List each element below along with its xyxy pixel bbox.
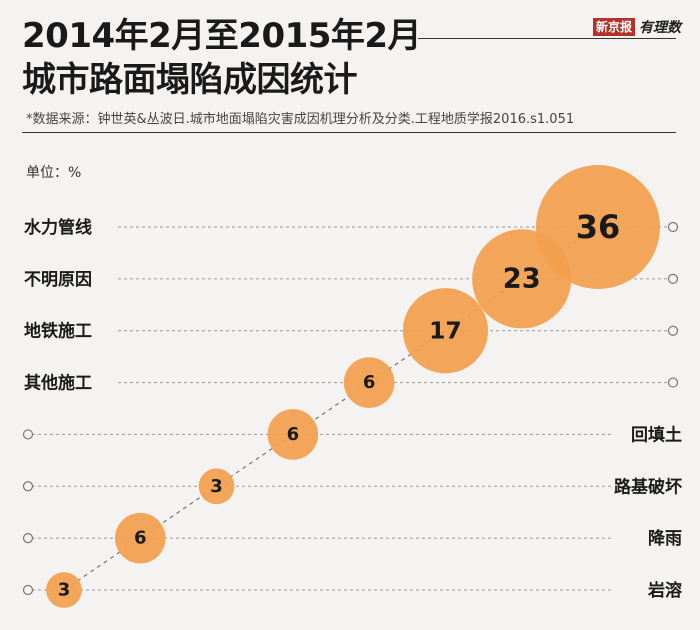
- category-label: 路基破坏: [614, 476, 682, 497]
- value-label: 6: [134, 528, 147, 549]
- category-label: 地铁施工: [24, 321, 92, 342]
- guide-end-circle: [24, 534, 33, 543]
- guide-end-circle: [669, 274, 678, 283]
- category-label: 其他施工: [24, 373, 92, 394]
- value-label: 6: [287, 424, 300, 445]
- value-label: 3: [58, 580, 71, 601]
- category-label: 降雨: [648, 528, 682, 549]
- value-label: 3: [210, 476, 223, 497]
- value-label: 6: [363, 372, 376, 393]
- guide-end-circle: [669, 378, 678, 387]
- row-guide: 回填土: [24, 424, 683, 445]
- guide-end-circle: [669, 326, 678, 335]
- category-label: 不明原因: [24, 270, 92, 290]
- guide-end-circle: [24, 482, 33, 491]
- category-label: 岩溶: [647, 580, 682, 601]
- value-label: 36: [576, 208, 621, 246]
- category-label: 水力管线: [24, 217, 92, 238]
- guide-end-circle: [24, 430, 33, 439]
- value-label: 23: [503, 263, 541, 294]
- guide-end-circle: [669, 223, 678, 232]
- category-label: 回填土: [631, 424, 682, 445]
- guide-end-circle: [24, 586, 33, 595]
- row-guide: 地铁施工: [24, 321, 678, 342]
- row-guide: 岩溶: [24, 580, 683, 601]
- row-guide: 路基破坏: [24, 476, 683, 497]
- value-label: 17: [429, 317, 462, 345]
